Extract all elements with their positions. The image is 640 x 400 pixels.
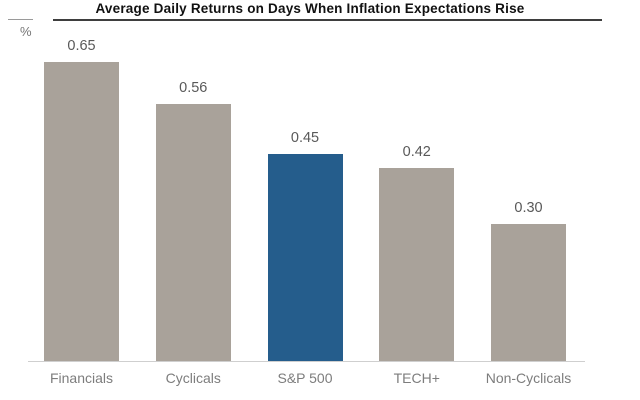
bar-tech (379, 168, 455, 362)
bar-financials (44, 62, 119, 362)
bar-non-cyclicals (491, 224, 566, 362)
axis-top-dash (8, 19, 33, 20)
bar-value-label-s-p-500: 0.45 (290, 130, 320, 146)
bar-value-label-financials: 0.65 (67, 38, 96, 54)
x-axis-label-non-cyclicals: Non-Cyclicals (485, 370, 572, 386)
x-axis-baseline (28, 361, 585, 362)
chart-title: Average Daily Returns on Days When Infla… (95, 1, 525, 16)
bar-cyclicals (155, 104, 231, 362)
x-axis-label-financials: Financials (49, 370, 114, 386)
title-underline (53, 19, 602, 21)
x-axis-label-s-p-500: S&P 500 (277, 370, 333, 386)
x-axis-label-cyclicals: Cyclicals (165, 370, 221, 386)
bar-value-label-non-cyclicals: 0.30 (514, 200, 543, 216)
x-axis-label-tech: TECH+ (393, 370, 440, 386)
bar-s-p-500 (267, 154, 343, 362)
bar-value-label-cyclicals: 0.56 (179, 80, 208, 96)
y-axis-unit-label: % (20, 24, 32, 39)
bar-value-label-tech: 0.42 (402, 144, 431, 160)
